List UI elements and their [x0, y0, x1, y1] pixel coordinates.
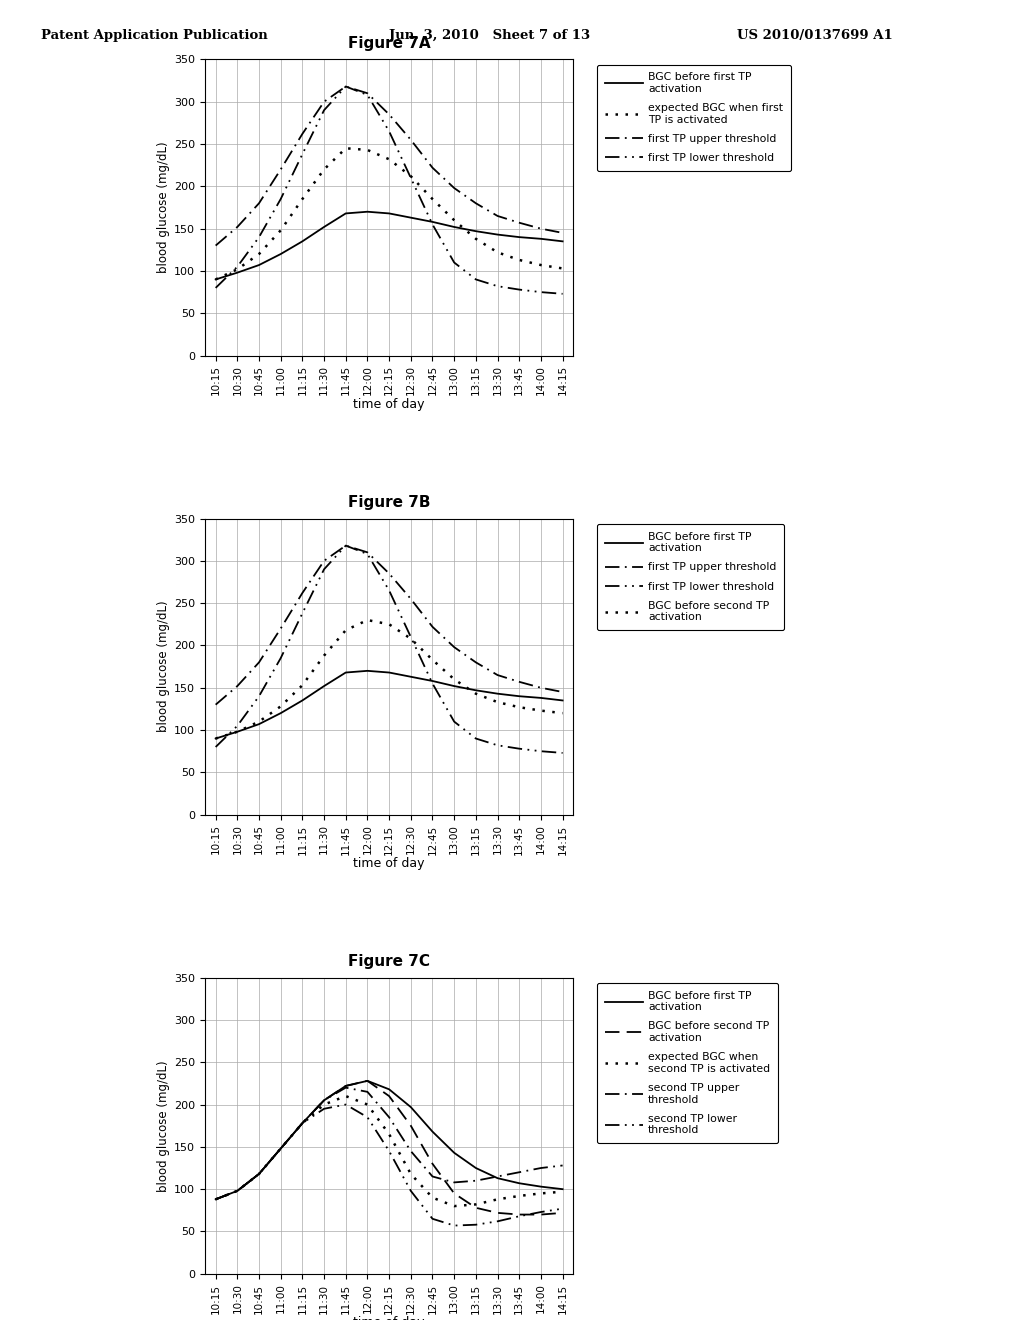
X-axis label: time of day: time of day — [353, 1316, 425, 1320]
Y-axis label: blood glucose (mg/dL): blood glucose (mg/dL) — [157, 1060, 170, 1192]
Y-axis label: blood glucose (mg/dL): blood glucose (mg/dL) — [157, 601, 170, 733]
Title: Figure 7B: Figure 7B — [348, 495, 430, 511]
Title: Figure 7C: Figure 7C — [348, 954, 430, 969]
Legend: BGC before first TP
activation, first TP upper threshold, first TP lower thresho: BGC before first TP activation, first TP… — [597, 524, 784, 630]
Legend: BGC before first TP
activation, expected BGC when first
TP is activated, first T: BGC before first TP activation, expected… — [597, 65, 791, 170]
Legend: BGC before first TP
activation, BGC before second TP
activation, expected BGC wh: BGC before first TP activation, BGC befo… — [597, 983, 778, 1143]
X-axis label: time of day: time of day — [353, 857, 425, 870]
Y-axis label: blood glucose (mg/dL): blood glucose (mg/dL) — [157, 141, 170, 273]
Title: Figure 7A: Figure 7A — [348, 36, 430, 51]
Text: US 2010/0137699 A1: US 2010/0137699 A1 — [737, 29, 893, 42]
Text: Patent Application Publication: Patent Application Publication — [41, 29, 267, 42]
Text: Jun. 3, 2010   Sheet 7 of 13: Jun. 3, 2010 Sheet 7 of 13 — [389, 29, 590, 42]
X-axis label: time of day: time of day — [353, 399, 425, 412]
